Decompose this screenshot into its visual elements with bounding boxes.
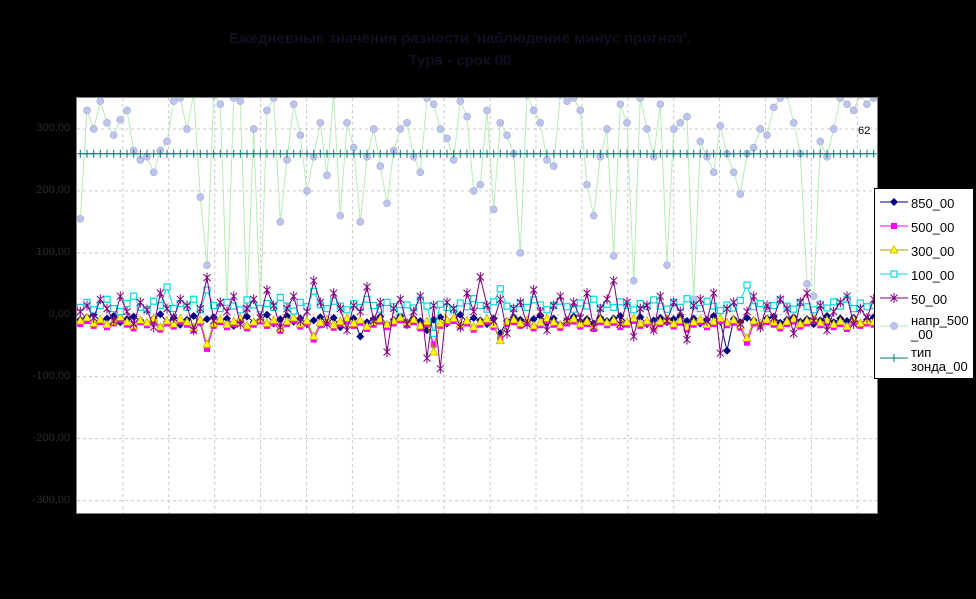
series-тип зонда_00 — [77, 149, 877, 158]
legend-marker-850_00 — [879, 195, 911, 214]
legend-item-100_00[interactable]: 100_00 — [879, 264, 971, 288]
legend-marker-100_00 — [879, 267, 911, 286]
y-axis-tick-label: 100,00 — [36, 245, 70, 258]
legend-marker-50_00 — [879, 291, 911, 310]
legend-label: 850_00 — [911, 196, 955, 212]
y-axis-tick-label: -200,00 — [32, 431, 70, 444]
legend-item-50_00[interactable]: 50_00 — [879, 288, 971, 312]
y-axis-tick-label: 200,00 — [36, 183, 70, 196]
legend-item-500_00[interactable]: 500_00 — [879, 216, 971, 240]
legend-item-850_00[interactable]: 850_00 — [879, 192, 971, 216]
legend-item-напр_500_00[interactable]: напр_500_00 — [879, 312, 971, 344]
chart-title-line1: Ежедневные значения разности 'наблюдение… — [229, 30, 691, 47]
series-напр_500_00 — [77, 98, 877, 316]
y-axis-tick-label: -100,00 — [32, 369, 70, 382]
chart-title: Ежедневные значения разности 'наблюдение… — [0, 28, 920, 72]
y-axis-tick-label: -300,00 — [32, 493, 70, 506]
y-axis-tick-label: 0,00 — [48, 307, 70, 320]
legend-marker-напр_500_00 — [879, 319, 911, 338]
series-50_00 — [77, 272, 877, 374]
legend-item-300_00[interactable]: 300_00 — [879, 240, 971, 264]
y-axis-tick-label: 300,00 — [36, 121, 70, 134]
legend-box[interactable]: 850_00 500_00 300_00 100_00 50_00 напр_500_00… — [874, 188, 974, 379]
legend-label: напр_500_00 — [911, 313, 969, 343]
legend-marker-300_00 — [879, 243, 911, 262]
legend-label: 50_00 — [911, 292, 948, 308]
plot-area[interactable] — [76, 97, 878, 514]
legend-label: 500_00 — [911, 220, 955, 236]
legend-label: тип зонда_00 — [911, 345, 968, 375]
legend-label: 300_00 — [911, 244, 955, 260]
legend-label: 100_00 — [911, 268, 955, 284]
chart-title-line2: Тура - срок 00 — [408, 52, 512, 69]
point-count-label: 62 — [858, 125, 871, 137]
legend-marker-500_00 — [879, 219, 911, 238]
legend-marker-тип зонда_00 — [879, 351, 911, 370]
legend-item-тип зонда_00[interactable]: тип зонда_00 — [879, 344, 971, 376]
